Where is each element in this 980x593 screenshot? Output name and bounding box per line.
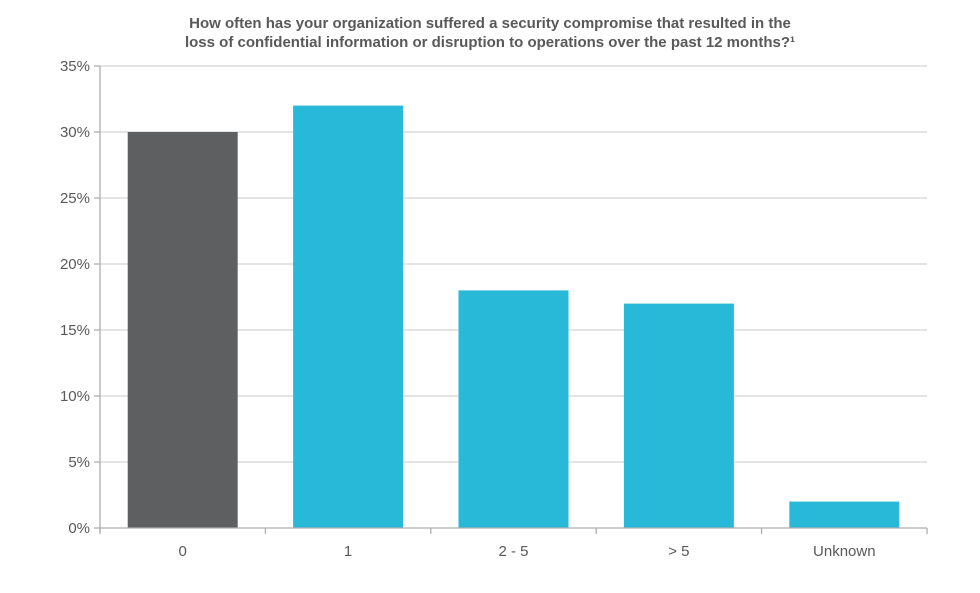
chart-title-line1: How often has your organization suffered… xyxy=(189,15,791,32)
x-axis-tick-label: 2 - 5 xyxy=(498,543,528,560)
x-axis-tick-label: Unknown xyxy=(813,543,876,560)
bar xyxy=(458,290,569,528)
x-axis-tick-label: 1 xyxy=(344,543,352,560)
bar xyxy=(789,501,900,528)
y-axis-tick-label: 20% xyxy=(60,256,90,273)
bar xyxy=(127,132,238,528)
y-axis-tick-label: 25% xyxy=(60,190,90,207)
x-axis-tick-label: > 5 xyxy=(668,543,689,560)
y-axis-tick-label: 30% xyxy=(60,124,90,141)
bar xyxy=(293,105,404,528)
chart-title-line2: loss of confidential information or disr… xyxy=(184,34,796,52)
y-axis-tick-label: 15% xyxy=(60,322,90,339)
y-axis-tick-label: 0% xyxy=(68,520,90,537)
y-axis-tick-label: 5% xyxy=(68,454,90,471)
x-axis-tick-label: 0 xyxy=(179,543,187,560)
y-axis-tick-label: 35% xyxy=(60,58,90,75)
bar xyxy=(623,303,734,528)
chart-title: How often has your organization suffered… xyxy=(0,14,980,52)
y-axis-tick-label: 10% xyxy=(60,388,90,405)
